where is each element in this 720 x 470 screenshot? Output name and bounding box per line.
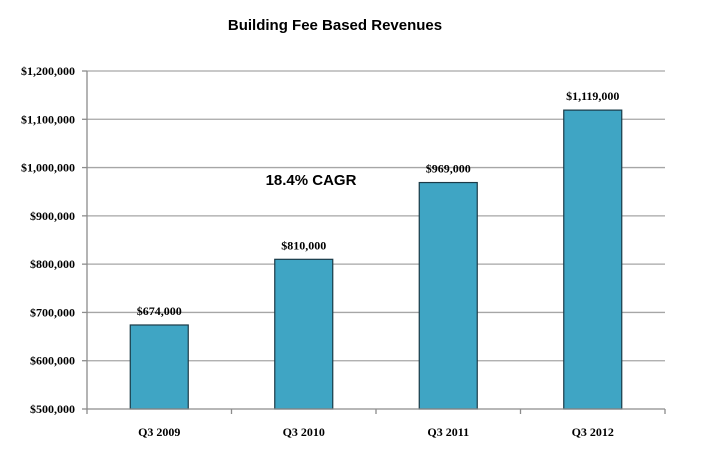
data-label: $1,119,000 bbox=[566, 89, 619, 103]
x-tick-label: Q3 2012 bbox=[572, 425, 614, 439]
data-label: $674,000 bbox=[137, 304, 182, 318]
y-tick-label: $1,200,000 bbox=[21, 64, 75, 78]
y-tick-label: $600,000 bbox=[30, 354, 75, 368]
y-tick-label: $1,000,000 bbox=[21, 161, 75, 175]
x-axis-ticks: Q3 2009 Q3 2010 Q3 2011 Q3 2012 bbox=[138, 425, 614, 439]
data-label: $810,000 bbox=[281, 238, 326, 252]
x-tick-label: Q3 2011 bbox=[427, 425, 469, 439]
x-tick-label: Q3 2009 bbox=[138, 425, 180, 439]
axes bbox=[86, 71, 666, 414]
y-tick-label: $900,000 bbox=[30, 209, 75, 223]
bars bbox=[129, 109, 623, 410]
y-tick-label: $700,000 bbox=[30, 305, 75, 319]
bar bbox=[274, 258, 334, 410]
bar bbox=[563, 109, 623, 410]
y-tick-label: $500,000 bbox=[30, 402, 75, 416]
bar bbox=[418, 181, 478, 410]
chart-title: Building Fee Based Revenues bbox=[228, 17, 442, 34]
x-tick-label: Q3 2010 bbox=[283, 425, 325, 439]
data-label: $969,000 bbox=[426, 162, 471, 176]
data-labels: $674,000 $810,000 $969,000 $1,119,000 bbox=[137, 89, 620, 318]
y-tick-label: $800,000 bbox=[30, 257, 75, 271]
y-axis-ticks: $500,000 $600,000 $700,000 $800,000 $900,000… bbox=[21, 64, 87, 416]
y-tick-label: $1,100,000 bbox=[21, 112, 75, 126]
bar bbox=[129, 324, 189, 410]
gridlines bbox=[87, 70, 665, 362]
cagr-annotation: 18.4% CAGR bbox=[266, 172, 357, 189]
